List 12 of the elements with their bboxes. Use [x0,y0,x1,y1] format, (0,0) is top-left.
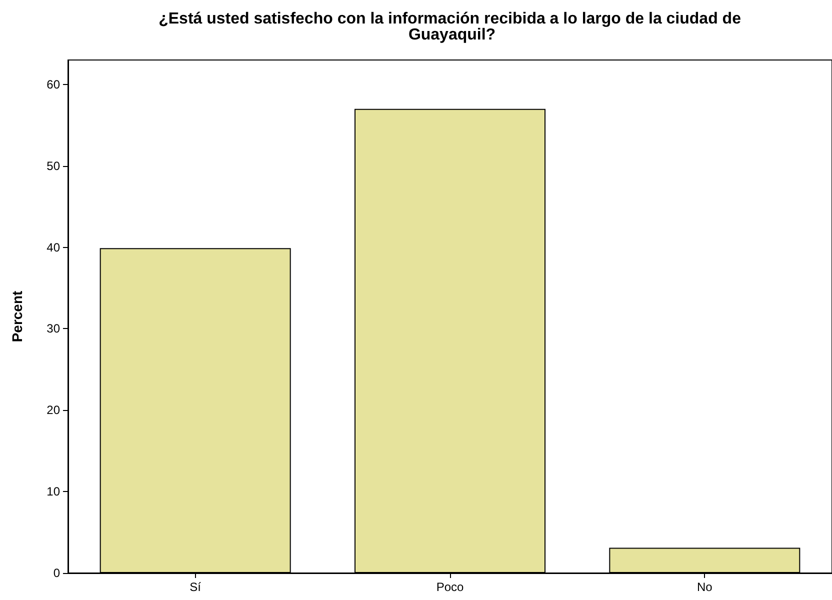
y-tick-label: 60 [46,77,60,92]
x-tick-label: No [696,580,713,594]
y-tick-label: 30 [46,322,60,336]
x-tick-label: Poco [436,580,464,594]
y-axis-title: Percent [9,290,25,342]
y-tick-label: 10 [46,484,60,499]
y-tick-label: 40 [46,240,60,254]
y-tick-label: 0 [53,566,60,580]
chart-title: ¿Está usted satisfecho con la información recibida a lo largo de la ciudad de Guayaquil? [158,10,746,44]
y-tick-label: 20 [46,403,60,418]
y-tick-label: 50 [46,158,60,173]
x-tick-label: Sí [190,580,202,594]
